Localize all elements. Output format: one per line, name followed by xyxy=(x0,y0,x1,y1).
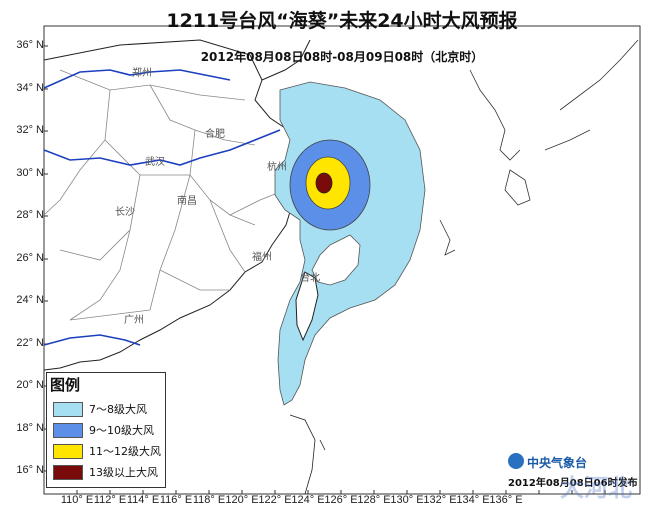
city-label: 合肥 xyxy=(205,127,225,140)
legend-item: 11～12级大风 xyxy=(53,443,163,459)
lon-label: 118° E xyxy=(192,494,226,506)
city-label: 长沙 xyxy=(115,206,135,218)
lon-label: 120° E xyxy=(225,494,259,506)
lon-label: 114° E xyxy=(126,494,160,506)
lat-label: 22° N xyxy=(16,337,44,349)
lon-label: 112° E xyxy=(93,494,127,506)
legend-label: 7～8级大风 xyxy=(89,403,147,416)
lat-label: 24° N xyxy=(16,294,44,306)
lon-label: 128° E xyxy=(357,494,391,506)
legend-label: 9～10级大风 xyxy=(89,424,154,437)
lat-label: 30° N xyxy=(16,167,44,179)
map-legend: 图例 7～8级大风 9～10级大风 11～12级大风 13级以上大风 xyxy=(46,372,166,488)
legend-swatch xyxy=(53,465,83,480)
coastline-mainland xyxy=(43,39,309,371)
city-label: 杭州 xyxy=(267,160,287,173)
coastline-north xyxy=(261,39,311,81)
city-label: 南昌 xyxy=(177,194,197,207)
lon-label: 126° E xyxy=(324,494,358,506)
issue-time: 2012年08月08日06时发布 xyxy=(508,478,638,489)
watermark: 大河北 xyxy=(560,473,632,502)
lon-ticks xyxy=(76,490,606,494)
taiwan-island xyxy=(295,271,319,342)
coastline-japan xyxy=(439,39,639,256)
coastline-philippines xyxy=(289,414,326,495)
city-label: 广州 xyxy=(124,314,144,326)
coastline-kyushu xyxy=(504,169,531,206)
city-label: 台北 xyxy=(300,271,320,284)
lon-label: 116° E xyxy=(159,494,193,506)
coastline-korea xyxy=(469,69,521,161)
lat-label: 32° N xyxy=(16,124,44,136)
lon-label: 136° E xyxy=(489,494,523,506)
agency-name: 中央气象台 xyxy=(527,456,588,470)
lat-label: 18° N xyxy=(16,422,44,434)
lat-label: 28° N xyxy=(16,209,44,221)
lat-label: 34° N xyxy=(16,82,44,94)
lat-label: 36° N xyxy=(16,39,44,51)
lon-label: 110° E xyxy=(60,494,94,506)
agency-logo-icon xyxy=(508,453,524,469)
lat-label: 20° N xyxy=(16,379,44,391)
city-label: 武汉 xyxy=(145,155,165,168)
legend-swatch xyxy=(53,402,83,417)
rivers xyxy=(43,69,281,346)
legend-item: 13级以上大风 xyxy=(53,464,163,480)
legend-item: 7～8级大风 xyxy=(53,401,163,417)
province-borders xyxy=(43,69,286,321)
lat-label: 16° N xyxy=(16,464,44,476)
lon-label: 132° E xyxy=(423,494,457,506)
legend-label: 13级以上大风 xyxy=(89,466,158,479)
legend-swatch xyxy=(53,444,83,459)
city-label: 郑州 xyxy=(132,66,152,79)
map-subtitle: 2012年08月08日08时-08月09日08时（北京时） xyxy=(200,50,484,64)
wind-zone-13-plus xyxy=(315,172,333,194)
lon-label: 124° E xyxy=(291,494,325,506)
lat-label: 26° N xyxy=(16,252,44,264)
legend-swatch xyxy=(53,423,83,438)
legend-item: 9～10级大风 xyxy=(53,422,163,438)
lon-label: 122° E xyxy=(258,494,292,506)
lon-label: 134° E xyxy=(456,494,490,506)
legend-label: 11～12级大风 xyxy=(89,445,161,458)
legend-title: 图例 xyxy=(50,376,81,394)
map-title: 1211号台风“海葵”未来24小时大风预报 xyxy=(166,10,518,32)
city-label: 福州 xyxy=(252,250,272,263)
lon-label: 130° E xyxy=(390,494,424,506)
